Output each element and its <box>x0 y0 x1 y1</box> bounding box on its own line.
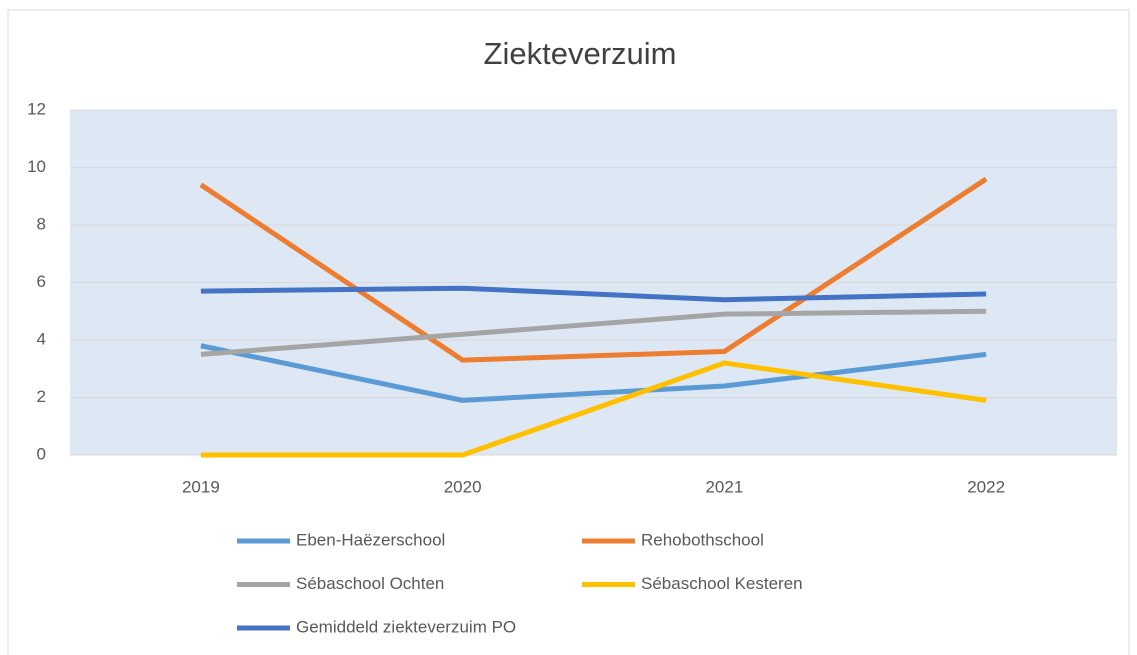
series-line <box>200 308 987 357</box>
legend-label: Sébaschool Ochten <box>296 574 444 593</box>
chart-title: Ziekteverzuim <box>484 36 677 71</box>
x-tick-label: 2019 <box>182 477 220 496</box>
y-tick-label: 12 <box>27 99 46 118</box>
y-tick-label: 0 <box>37 444 46 463</box>
series-line <box>200 343 987 403</box>
series-line <box>200 360 987 458</box>
y-tick-label: 4 <box>37 329 46 348</box>
legend-label: Rehobothschool <box>641 530 764 549</box>
series-line <box>200 285 987 303</box>
y-tick-label: 6 <box>37 272 46 291</box>
legend-label: Gemiddeld ziekteverzuim PO <box>296 617 516 636</box>
y-tick-label: 2 <box>37 387 46 406</box>
x-tick-label: 2022 <box>967 477 1005 496</box>
x-tick-label: 2020 <box>444 477 482 496</box>
x-tick-label: 2021 <box>705 477 743 496</box>
legend-label: Sébaschool Kesteren <box>641 574 803 593</box>
y-tick-label: 8 <box>37 214 46 233</box>
y-tick-label: 10 <box>27 157 46 176</box>
series-line <box>199 176 988 363</box>
legend-label: Eben-Haëzerschool <box>296 530 445 549</box>
